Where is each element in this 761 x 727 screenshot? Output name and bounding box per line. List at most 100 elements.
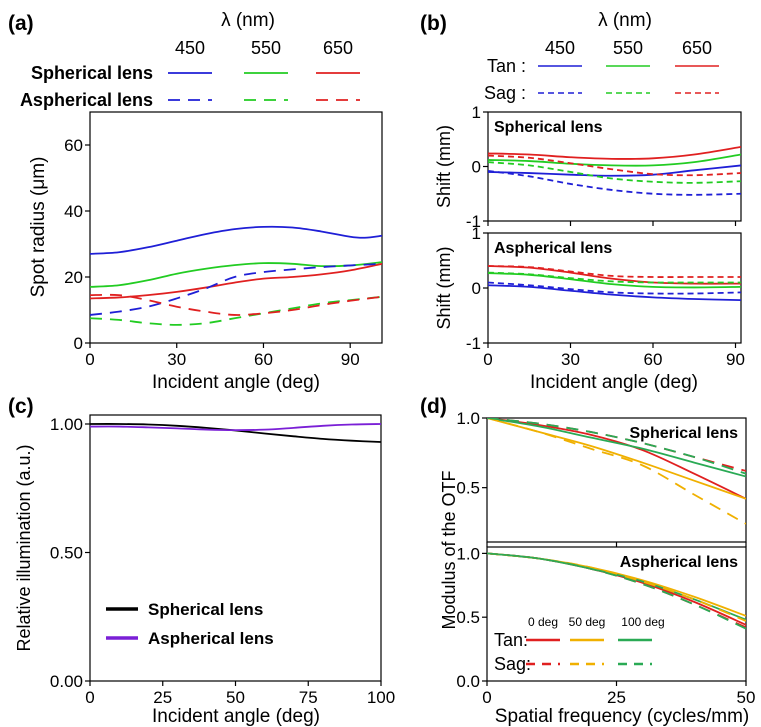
- panel-a-ytick-label: 20: [64, 268, 83, 287]
- panel-b-aspherical-ytick-label: 0: [472, 279, 481, 298]
- panel-a-line-550-dashed: [90, 295, 382, 326]
- panel-a-frame: [89, 111, 383, 344]
- panel-c-ytick-label: 0.00: [50, 672, 83, 691]
- panel-a-line-650-dashed: [90, 293, 382, 316]
- panel-a-ytick-label: 40: [64, 202, 83, 221]
- panel-a-legend-title: λ (nm): [221, 10, 275, 31]
- panel-b-legend-wavelength: 550: [613, 38, 643, 58]
- panel-b-spherical-line-550-dashed: [488, 161, 741, 184]
- panel-d-spherical-line-0-deg-solid: [487, 418, 746, 500]
- panel-a-line-450-solid: [90, 225, 382, 255]
- panel-d-spherical-line-100-deg-solid: [487, 418, 746, 478]
- panel-b-aspherical-line-450-solid: [488, 284, 741, 301]
- panel-c-xtick-label: 0: [85, 688, 94, 707]
- panel-b-legend-wavelength: 450: [545, 38, 575, 58]
- panel-d-legend-angle: 100 deg: [621, 615, 664, 629]
- panel-d-legend-angle: 50 deg: [569, 615, 606, 629]
- panel-b-spherical-series-group: [488, 145, 741, 196]
- panel-b-spherical-label: Spherical lens: [494, 119, 603, 136]
- panel-d-legend-row-label: Sag:: [494, 654, 531, 674]
- panel-a-line-650-solid: [90, 262, 382, 300]
- panel-a-legend-row-label: Aspherical lens: [20, 90, 153, 110]
- panel-d-aspherical-ytick-label: 0.0: [456, 672, 480, 691]
- panel-b-aspherical-line-650-dashed: [488, 265, 741, 278]
- panel-b-aspherical-xtick-label: 0: [483, 350, 492, 369]
- panel-d-legend-angle: 0 deg: [528, 615, 558, 629]
- panel-c-xtick-label: 25: [153, 688, 172, 707]
- panel-d-aspherical-xtick-label: 0: [482, 688, 491, 707]
- panel-b-aspherical-label: Aspherical lens: [494, 240, 612, 257]
- panel-b-aspherical-xtick-label: 30: [561, 350, 580, 369]
- panel-a-line-450-dashed: [90, 262, 382, 316]
- panel-c-xlabel: Incident angle (deg): [152, 706, 320, 727]
- panel-a-label: (a): [8, 12, 34, 35]
- panel-d-aspherical-ytick-label: 1.0: [456, 544, 480, 563]
- panel-c-xtick-label: 50: [226, 688, 245, 707]
- panel-c-ylabel: Relative illumination (a.u.): [14, 444, 34, 651]
- panel-b-aspherical-xtick-label: 90: [726, 350, 745, 369]
- panel-d-label: (d): [420, 395, 447, 418]
- panel-d-aspherical-series-group: [487, 552, 746, 630]
- panel-d-aspherical-xtick-label: 50: [737, 688, 756, 707]
- panel-a-xtick-label: 30: [167, 350, 186, 369]
- panel-b-legend-title: λ (nm): [598, 10, 652, 31]
- panel-b-legend-row-label: Sag :: [484, 83, 526, 103]
- panel-c-xtick-label: 100: [367, 688, 395, 707]
- panel-b-spherical-ylabel: Shift (mm): [434, 125, 454, 208]
- panel-d-ylabel: Modulus of the OTF: [439, 470, 459, 629]
- panel-a-series-group: [90, 225, 382, 326]
- panel-b-spherical-ytick-label: 1: [472, 103, 481, 122]
- panel-d-spherical-line-100-deg-dashed: [487, 418, 746, 475]
- panel-a-xtick-label: 60: [254, 350, 273, 369]
- panel-d-aspherical-xtick-label: 25: [607, 688, 626, 707]
- panel-d-spherical-ytick-label: 0.5: [456, 479, 480, 498]
- panel-c-line-aspherical-lens-solid: [90, 423, 381, 432]
- panel-b-spherical-line-650-solid: [488, 145, 741, 160]
- panel-a-legend-wavelength: 650: [323, 38, 353, 58]
- panel-a-legend-wavelength: 550: [251, 38, 281, 58]
- panel-d-spherical-series-group: [487, 418, 746, 525]
- panel-c-ytick-label: 1.00: [50, 415, 83, 434]
- panel-c-ytick-label: 0.50: [50, 543, 83, 562]
- panel-d-aspherical-label: Aspherical lens: [620, 554, 738, 571]
- panel-b-aspherical-series-group: [488, 265, 741, 301]
- panel-b-legend-wavelength: 650: [682, 38, 712, 58]
- panel-b-spherical-ytick-label: -1: [466, 212, 481, 231]
- panel-b-aspherical-line-550-dashed: [488, 271, 741, 284]
- panel-d-spherical-line-50-deg-dashed: [487, 418, 746, 525]
- panel-b-aspherical-ytick-label: 1: [472, 224, 481, 243]
- panel-a-ytick-label: 0: [74, 334, 83, 353]
- panel-b-aspherical-xtick-label: 60: [644, 350, 663, 369]
- panel-d-spherical-label: Spherical lens: [630, 425, 739, 442]
- panel-b-aspherical-line-450-dashed: [488, 281, 741, 295]
- panel-a-xtick-label: 90: [341, 350, 360, 369]
- panel-a-ylabel: Spot radius (μm): [28, 157, 49, 298]
- panel-c-series-group: [90, 423, 381, 443]
- panel-a-xlabel: Incident angle (deg): [152, 372, 320, 393]
- panel-c-legend-label: Spherical lens: [148, 600, 263, 619]
- panel-a-xtick-label: 0: [85, 350, 94, 369]
- panel-d-spherical-ytick-label: 1.0: [456, 409, 480, 428]
- panel-b-spherical-line-450-solid: [488, 164, 741, 177]
- panel-b-aspherical-line-550-solid: [488, 272, 741, 289]
- panel-b-legend-row-label: Tan :: [487, 56, 526, 76]
- panel-b-spherical-line-450-dashed: [488, 169, 741, 196]
- panel-d-aspherical-ytick-label: 0.5: [456, 608, 480, 627]
- panel-d-legend-row-label: Tan:: [494, 630, 528, 650]
- panel-d-xlabel: Spatial frequency (cycles/mm): [495, 706, 749, 727]
- panel-b-spherical-line-550-solid: [488, 153, 741, 167]
- panel-c-legend-label: Aspherical lens: [148, 629, 274, 648]
- panel-c-xtick-label: 75: [299, 688, 318, 707]
- panel-b-spherical-ytick-label: 0: [472, 158, 481, 177]
- panel-a-legend-row-label: Spherical lens: [31, 63, 153, 83]
- panel-d-aspherical-line-100-deg-dashed: [487, 552, 746, 630]
- panel-b-aspherical-ylabel: Shift (mm): [434, 247, 454, 330]
- panel-b-label: (b): [420, 12, 447, 35]
- panel-b-spherical-line-650-dashed: [488, 154, 741, 177]
- panel-b-aspherical-ytick-label: -1: [466, 334, 481, 353]
- panel-b-xlabel: Incident angle (deg): [530, 372, 698, 393]
- panel-c-label: (c): [8, 395, 34, 418]
- panel-a-ytick-label: 60: [64, 136, 83, 155]
- panel-a-legend-wavelength: 450: [175, 38, 205, 58]
